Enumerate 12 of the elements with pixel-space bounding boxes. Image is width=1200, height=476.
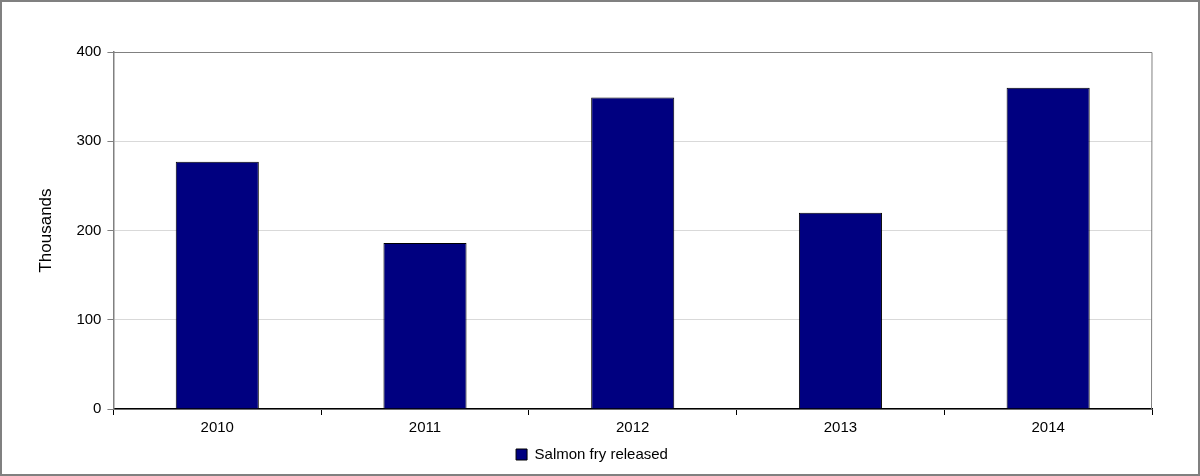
y-tick-label: 400 <box>76 42 102 60</box>
x-tick-label: 2010 <box>200 418 234 436</box>
y-tick-label: 200 <box>76 220 102 238</box>
x-tick-label: 2012 <box>616 418 650 436</box>
y-tick-label: 300 <box>76 131 102 149</box>
legend-label: Salmon fry released <box>534 444 668 462</box>
x-tick-label: 2014 <box>1031 418 1065 436</box>
x-tick-label: 2011 <box>408 418 442 436</box>
y-tick-label: 0 <box>93 399 102 417</box>
y-tick-label: 100 <box>76 309 102 327</box>
y-axis-title: Thousands <box>35 188 55 273</box>
x-tick-label: 2013 <box>823 418 858 436</box>
